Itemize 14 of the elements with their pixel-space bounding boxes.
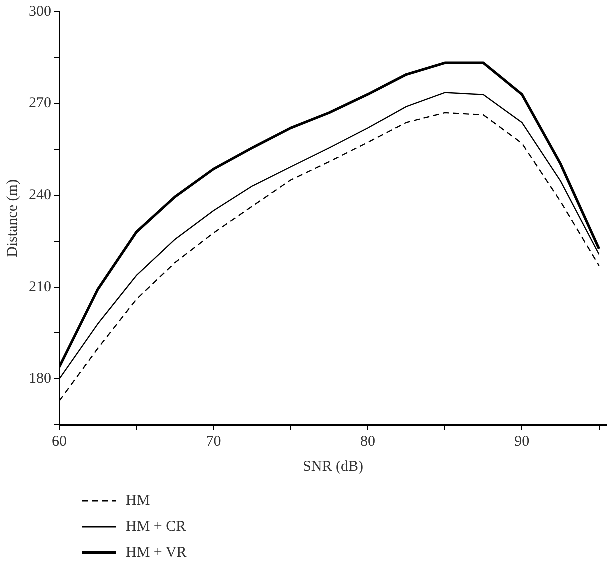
y-tick-label: 240 [29, 187, 52, 204]
legend-label: HM + VR [126, 544, 187, 562]
y-tick-label: 270 [29, 96, 52, 112]
x-tick-label: 90 [514, 434, 530, 450]
legend-label: HM + CR [126, 518, 186, 536]
x-tick-label: 80 [360, 434, 376, 450]
y-tick-label: 210 [29, 279, 52, 296]
x-tick-label: 60 [52, 434, 67, 450]
y-axis-title: Distance (m) [4, 180, 21, 258]
y-tick-label: 180 [29, 371, 52, 388]
legend-label: HM [126, 492, 150, 510]
x-axis-title: SNR (dB) [303, 458, 364, 475]
x-tick-label: 70 [206, 434, 222, 450]
y-tick-label: 300 [29, 4, 52, 20]
